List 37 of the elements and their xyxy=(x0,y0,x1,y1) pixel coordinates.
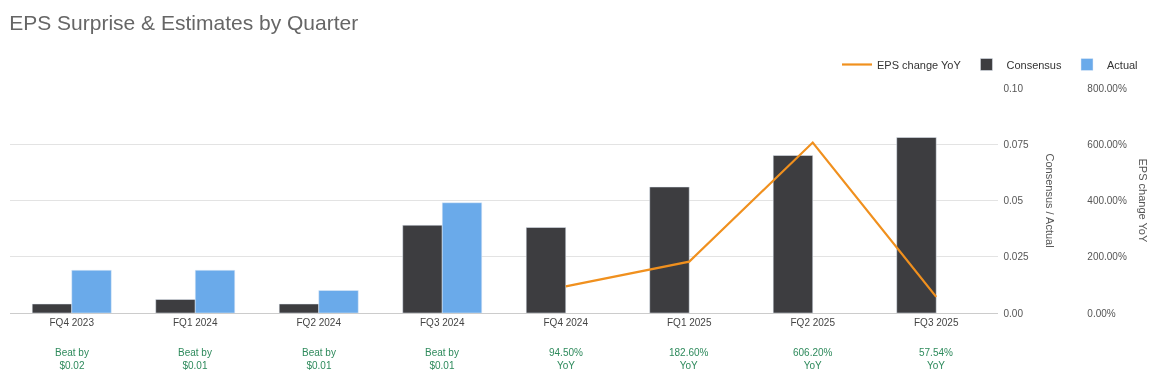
y-tick-label: 0.05 xyxy=(1003,195,1024,206)
y-tick-label: 0.075 xyxy=(1003,138,1029,150)
y2-tick-label: 400.00% xyxy=(1087,195,1127,206)
text: 57.54% YoY xyxy=(919,347,954,371)
y2-tick-label: 800.00% xyxy=(1087,82,1127,94)
text: 606.20% YoY xyxy=(793,347,833,371)
bar xyxy=(649,186,690,313)
y2-tick-label: 0.00% xyxy=(1087,307,1116,319)
y-axis-title: Consensus / Actual xyxy=(1043,153,1056,248)
x-tick-label: FQ3 2024 xyxy=(420,317,465,328)
y2-axis-title: EPS change YoY xyxy=(1136,158,1149,243)
text: 182.60% YoY xyxy=(669,347,709,371)
text: Beat by $0.01 xyxy=(425,347,459,371)
x-tick-label: FQ4 2024 xyxy=(543,317,589,328)
x-tick-label: FQ1 2024 xyxy=(173,317,218,328)
text: Beat by $0.01 xyxy=(178,347,212,371)
bar xyxy=(896,137,937,313)
x-tick-label: FQ2 2025 xyxy=(790,317,836,328)
legend-label: Consensus xyxy=(1006,58,1062,71)
bar xyxy=(525,227,566,313)
y2-tick-label: 600.00% xyxy=(1087,138,1127,150)
text: Beat by $0.01 xyxy=(302,347,336,371)
y-tick-label: 0.10 xyxy=(1003,82,1024,94)
y-tick-label: 0.025 xyxy=(1003,251,1029,263)
y2-tick-label: 200.00% xyxy=(1087,251,1127,263)
legend-label: EPS change YoY xyxy=(877,58,962,71)
bar xyxy=(772,155,813,313)
line-series xyxy=(564,141,938,298)
chart-title: EPS Surprise & Estimates by Quarter xyxy=(9,10,359,34)
text: Beat by $0.02 xyxy=(55,347,89,371)
text: 94.50% YoY xyxy=(549,347,584,371)
legend-label: Actual xyxy=(1106,58,1138,71)
x-tick-label: FQ2 2024 xyxy=(296,317,342,328)
x-tick-label: FQ3 2025 xyxy=(913,317,959,328)
x-tick-label: FQ1 2025 xyxy=(666,317,712,328)
y-tick-label: 0.00 xyxy=(1003,307,1024,319)
x-tick-label: FQ4 2023 xyxy=(49,317,95,328)
